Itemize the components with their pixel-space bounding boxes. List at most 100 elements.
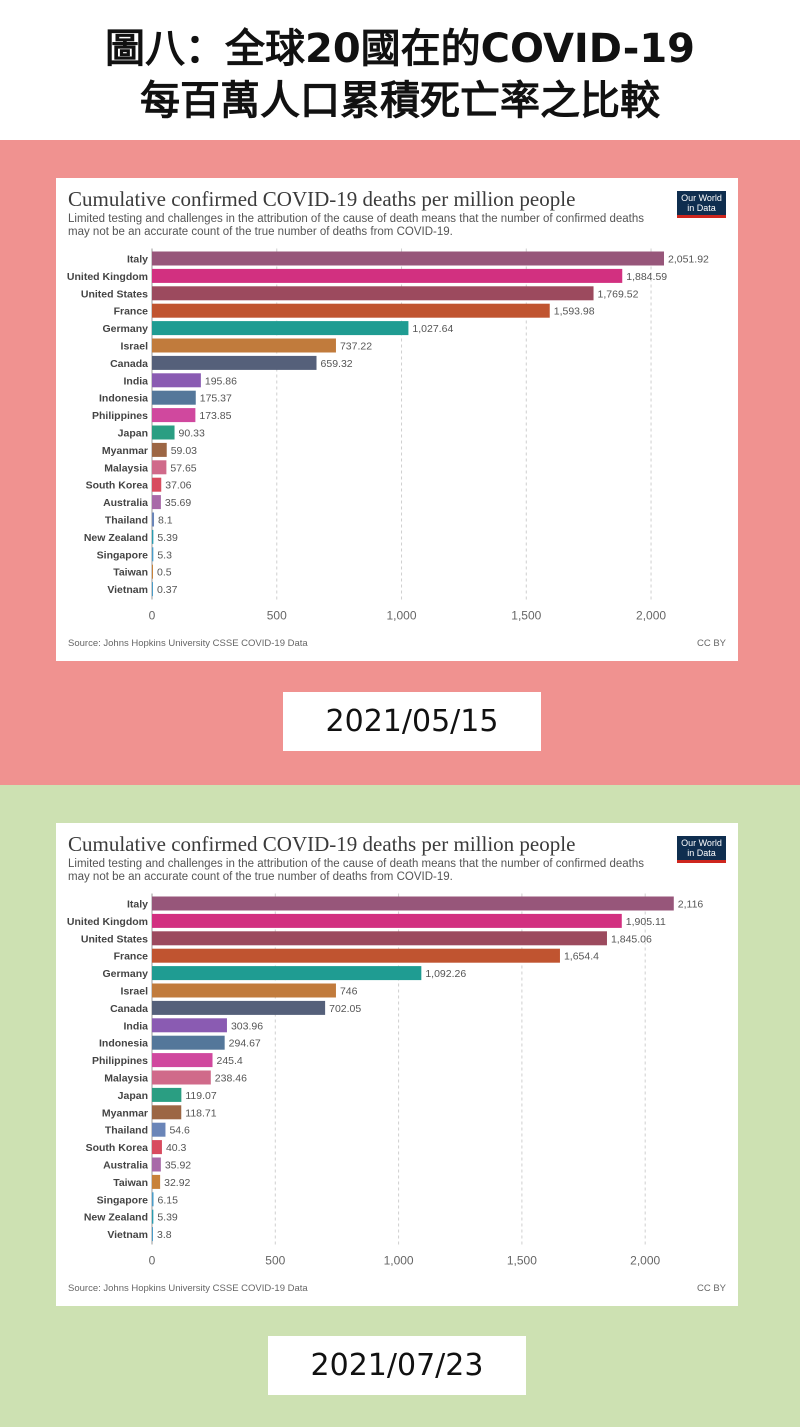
value-label: 746 [340, 986, 358, 998]
category-label: Malaysia [104, 462, 148, 474]
category-label: France [114, 951, 149, 963]
chart-subtitle: Limited testing and challenges in the at… [68, 213, 644, 238]
value-label: 59.03 [171, 445, 197, 457]
value-label: 5.39 [157, 1212, 178, 1224]
value-label: 659.32 [321, 358, 353, 370]
x-tick-label: 2,000 [630, 1254, 660, 1268]
bar-new-zealand[interactable] [152, 1209, 154, 1224]
category-label: Canada [110, 1003, 148, 1015]
bar-india[interactable] [152, 373, 201, 388]
chart-source: Source: Johns Hopkins University CSSE CO… [68, 1283, 308, 1294]
value-label: 40.3 [166, 1142, 187, 1154]
category-label: New Zealand [84, 1212, 148, 1224]
bar-singapore[interactable] [152, 1192, 154, 1207]
bar-australia[interactable] [152, 495, 161, 510]
category-label: Thailand [105, 1125, 148, 1137]
category-label: United Kingdom [67, 271, 148, 283]
x-tick-label: 1,000 [387, 609, 417, 623]
bar-malaysia[interactable] [152, 460, 167, 475]
bar-india[interactable] [152, 1018, 227, 1033]
value-label: 294.67 [229, 1038, 261, 1050]
value-label: 35.69 [165, 497, 191, 509]
bar-singapore[interactable] [152, 547, 154, 562]
value-label: 8.1 [158, 515, 173, 527]
date-label-1: 2021/05/15 [283, 692, 541, 751]
bar-israel[interactable] [152, 338, 336, 353]
chart-license[interactable]: CC BY [696, 1283, 726, 1294]
category-label: Germany [102, 968, 148, 980]
category-label: India [123, 1020, 148, 1032]
category-label: United Kingdom [67, 916, 148, 928]
bar-united-states[interactable] [152, 931, 607, 946]
category-label: South Korea [86, 1142, 149, 1154]
chart-license[interactable]: CC BY [696, 638, 726, 649]
bar-new-zealand[interactable] [152, 529, 154, 544]
bar-germany[interactable] [152, 966, 422, 981]
category-label: Israel [121, 986, 149, 998]
bar-france[interactable] [152, 948, 560, 963]
category-label: Vietnam [107, 1229, 148, 1241]
bar-united-kingdom[interactable] [152, 268, 623, 283]
owid-logo-line1: Our World [681, 838, 722, 848]
x-tick-label: 0 [149, 609, 156, 623]
owid-logo-icon[interactable]: Our World in Data [677, 836, 726, 863]
bar-philippines[interactable] [152, 1053, 213, 1068]
bar-south-korea[interactable] [152, 477, 162, 492]
bar-thailand[interactable] [152, 1122, 166, 1137]
value-label: 1,905.11 [626, 916, 666, 928]
value-label: 702.05 [329, 1003, 361, 1015]
value-label: 173.85 [199, 410, 231, 422]
value-label: 175.37 [200, 393, 232, 405]
bar-israel[interactable] [152, 983, 336, 998]
band-2021-07-23: 0 500 1,000 1,500 2,000 Italy 2,116 United King… [0, 785, 800, 1427]
bar-indonesia[interactable] [152, 1035, 225, 1050]
value-label: 0.5 [157, 567, 172, 579]
value-label: 0.37 [157, 584, 178, 596]
value-label: 1,884.59 [626, 271, 667, 283]
bar-canada[interactable] [152, 355, 317, 370]
category-label: Japan [118, 1090, 148, 1102]
bar-taiwan[interactable] [152, 1174, 161, 1189]
x-tick-label: 2,000 [636, 609, 666, 623]
page-title: 圖八：全球20國在的COVID-19 每百萬人口累積死亡率之比較 [0, 0, 800, 140]
bar-australia[interactable] [152, 1157, 161, 1172]
bar-canada[interactable] [152, 1000, 326, 1015]
value-label: 119.07 [185, 1090, 216, 1102]
bar-philippines[interactable] [152, 408, 196, 423]
category-label: India [123, 375, 148, 387]
chart-card-2021-07-23: 0 500 1,000 1,500 2,000 Italy 2,116 United King… [56, 823, 738, 1306]
bar-japan[interactable] [152, 1087, 182, 1102]
bar-malaysia[interactable] [152, 1070, 211, 1085]
value-label: 32.92 [164, 1177, 190, 1189]
value-label: 1,593.98 [554, 306, 595, 318]
bar-united-kingdom[interactable] [152, 913, 622, 928]
value-label: 54.6 [169, 1125, 190, 1137]
date-label-2: 2021/07/23 [268, 1336, 526, 1395]
bar-united-states[interactable] [152, 286, 594, 301]
bar-thailand[interactable] [152, 512, 155, 527]
bar-france[interactable] [152, 303, 550, 318]
bar-vietnam[interactable] [152, 1227, 153, 1242]
owid-logo-icon[interactable]: Our World in Data [677, 191, 726, 218]
bar-italy[interactable] [152, 896, 674, 911]
category-label: Singapore [97, 549, 149, 561]
bar-japan[interactable] [152, 425, 175, 440]
bar-indonesia[interactable] [152, 390, 196, 405]
page-title-line2: 每百萬人口累積死亡率之比較 [140, 78, 660, 124]
category-label: Vietnam [107, 584, 148, 596]
value-label: 1,092.26 [425, 968, 466, 980]
bar-vietnam[interactable] [152, 582, 153, 597]
chart-source: Source: Johns Hopkins University CSSE CO… [68, 638, 308, 649]
category-label: Italy [127, 254, 148, 266]
bar-italy[interactable] [152, 251, 665, 266]
value-label: 2,116 [678, 899, 704, 911]
band-2021-05-15: 0 500 1,000 1,500 2,000 Italy 2,051.92 United K… [0, 140, 800, 785]
bar-myanmar[interactable] [152, 442, 167, 457]
bar-taiwan[interactable] [152, 564, 153, 579]
category-label: Thailand [105, 515, 148, 527]
bar-myanmar[interactable] [152, 1105, 182, 1120]
bar-south-korea[interactable] [152, 1140, 162, 1155]
bar-germany[interactable] [152, 321, 409, 336]
x-tick-label: 1,500 [511, 609, 541, 623]
value-label: 3.8 [157, 1229, 172, 1241]
